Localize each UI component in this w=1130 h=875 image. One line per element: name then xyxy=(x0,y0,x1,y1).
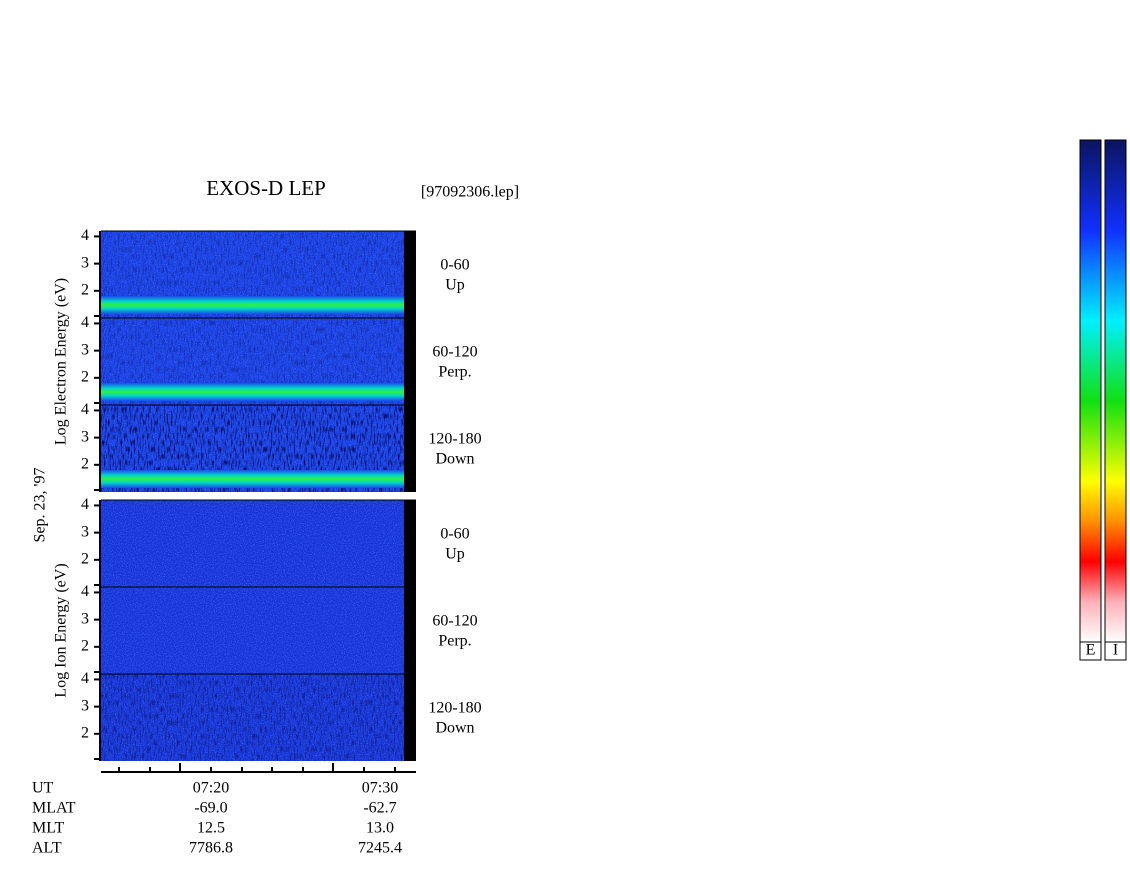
y-tick-label: 3 xyxy=(81,428,89,445)
y-tick-label: 2 xyxy=(81,368,89,385)
pitch-angle-label: 60-120 xyxy=(432,613,477,630)
y-tick-label: 2 xyxy=(81,637,89,654)
y-tick-label: 3 xyxy=(81,523,89,540)
colorbar-label-box xyxy=(1104,641,1127,661)
y-tick-label: 3 xyxy=(81,697,89,714)
ephemeris-label: ALT xyxy=(32,840,62,857)
data-gap xyxy=(404,405,416,492)
direction-label: Down xyxy=(435,451,474,468)
electron-band xyxy=(101,296,404,314)
electron-band xyxy=(101,470,404,488)
data-gap xyxy=(404,231,416,318)
direction-label: Perp. xyxy=(438,633,471,650)
y-axis-label: Log Ion Energy (eV) xyxy=(53,563,70,697)
ephemeris-label: MLT xyxy=(32,820,65,837)
chart-title: EXOS-D LEP xyxy=(206,176,326,200)
y-tick-label: 4 xyxy=(81,496,89,513)
pitch-angle-label: 120-180 xyxy=(428,700,481,717)
data-gap xyxy=(404,318,416,405)
y-tick-label: 4 xyxy=(81,314,89,331)
colorbar xyxy=(1104,139,1127,643)
data-gap xyxy=(404,500,416,587)
y-tick-label: 2 xyxy=(81,724,89,741)
electron-band xyxy=(101,383,404,401)
y-tick-label: 2 xyxy=(81,281,89,298)
data-gap xyxy=(404,674,416,761)
colorbar-label: E xyxy=(1086,642,1096,659)
spectrogram-dark-speckle xyxy=(101,674,404,761)
colorbar-label-box xyxy=(1079,641,1102,661)
y-tick-label: 3 xyxy=(81,341,89,358)
y-tick-label: 2 xyxy=(81,550,89,567)
colorbar xyxy=(1079,139,1102,643)
direction-label: Up xyxy=(445,546,465,563)
direction-label: Up xyxy=(445,277,465,294)
ephemeris-value: 13.0 xyxy=(366,820,394,837)
ephemeris-value: 07:30 xyxy=(362,780,398,797)
colorbar-label: I xyxy=(1113,642,1118,659)
y-tick-label: 3 xyxy=(81,254,89,271)
pitch-angle-label: 120-180 xyxy=(428,431,481,448)
pitch-angle-label: 0-60 xyxy=(440,526,469,543)
ephemeris-label: MLAT xyxy=(32,800,76,817)
y-tick-label: 4 xyxy=(81,401,89,418)
y-tick-label: 4 xyxy=(81,227,89,244)
ephemeris-value: 7245.4 xyxy=(358,840,402,857)
data-gap xyxy=(404,587,416,674)
y-axis-label: Log Electron Energy (eV) xyxy=(53,278,70,445)
ephemeris-label: UT xyxy=(32,780,54,797)
y-tick-label: 4 xyxy=(81,583,89,600)
ephemeris-value: -69.0 xyxy=(194,800,227,817)
pitch-angle-label: 0-60 xyxy=(440,257,469,274)
direction-label: Perp. xyxy=(438,364,471,381)
spectrogram-noise xyxy=(101,500,404,587)
ephemeris-value: 12.5 xyxy=(197,820,225,837)
direction-label: Down xyxy=(435,720,474,737)
y-tick-label: 4 xyxy=(81,670,89,687)
ephemeris-value: -62.7 xyxy=(363,800,396,817)
ephemeris-value: 7786.8 xyxy=(189,840,233,857)
pitch-angle-label: 60-120 xyxy=(432,344,477,361)
ephemeris-value: 07:20 xyxy=(193,780,229,797)
y-tick-label: 3 xyxy=(81,610,89,627)
date-label: Sep. 23, '97 xyxy=(32,468,49,543)
spectrogram-noise xyxy=(101,587,404,674)
file-name: [97092306.lep] xyxy=(421,184,519,201)
y-tick-label: 2 xyxy=(81,455,89,472)
